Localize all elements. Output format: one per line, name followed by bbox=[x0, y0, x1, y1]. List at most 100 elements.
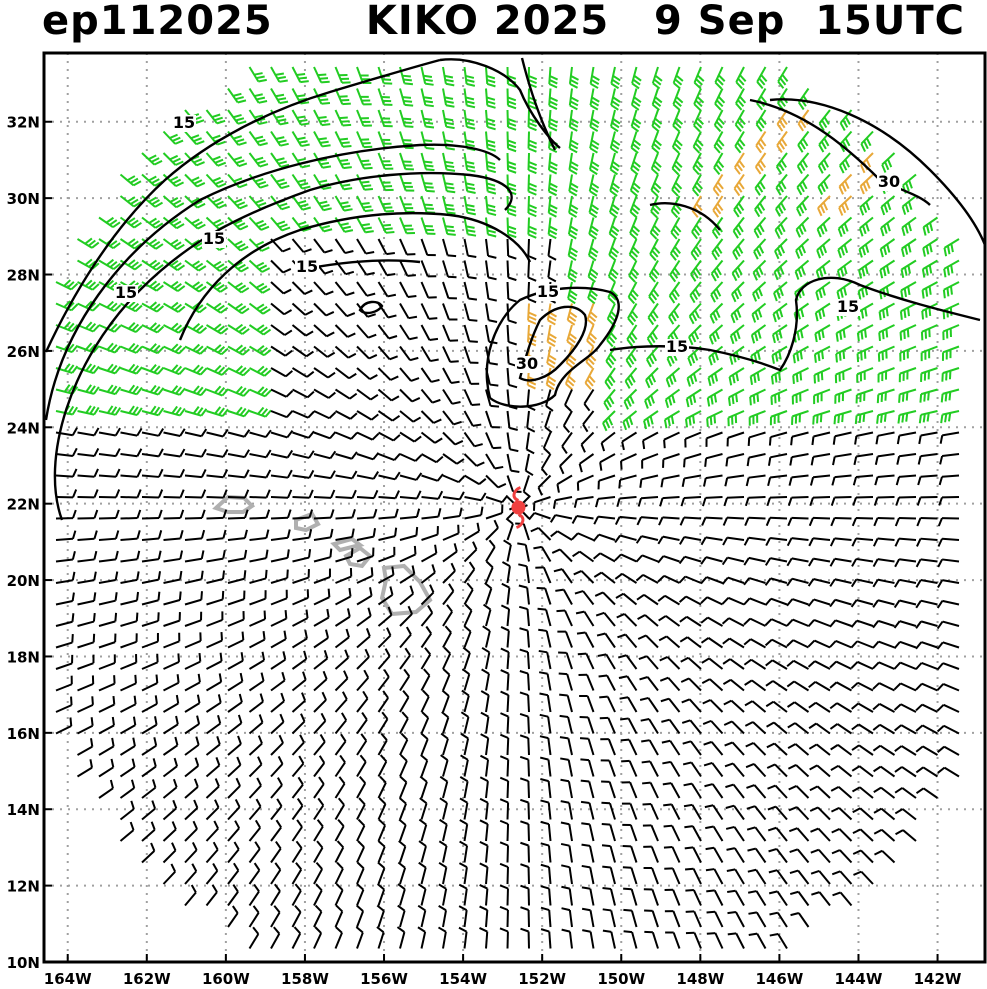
wind-barb bbox=[184, 537, 203, 541]
wind-barb bbox=[377, 697, 389, 713]
wind-barb-feather bbox=[361, 223, 370, 227]
wind-barb-feather bbox=[608, 275, 616, 283]
wind-barb-feather bbox=[759, 117, 767, 126]
wind-barb bbox=[815, 722, 831, 735]
wind-barb-feather bbox=[327, 371, 336, 379]
wind-barb-feather bbox=[712, 291, 719, 300]
wind-barb-feather bbox=[71, 571, 76, 581]
wind-barb-feather bbox=[569, 186, 578, 193]
wind-barb bbox=[604, 632, 616, 649]
wind-barb-feather bbox=[265, 429, 272, 438]
wind-barb-feather bbox=[304, 289, 313, 295]
wind-barb-feather bbox=[256, 303, 265, 310]
wind-barb bbox=[206, 598, 224, 606]
wind-barb-feather bbox=[365, 251, 375, 255]
wind-barb-feather bbox=[520, 798, 529, 804]
wind-barb-feather bbox=[303, 248, 312, 253]
wind-barb-feather bbox=[610, 332, 618, 341]
wind-barb-feather bbox=[376, 883, 385, 891]
wind-barb bbox=[731, 741, 745, 756]
wind-barb bbox=[506, 410, 511, 429]
wind-barb-feather bbox=[320, 140, 329, 144]
wind-barb bbox=[899, 661, 917, 670]
wind-barb-feather bbox=[237, 99, 247, 104]
wind-barb-feather bbox=[528, 143, 537, 149]
wind-barb-feather bbox=[329, 548, 333, 558]
wind-barb bbox=[205, 195, 220, 209]
wind-barb bbox=[881, 828, 896, 842]
wind-barb-feather bbox=[817, 352, 821, 362]
wind-barb-feather bbox=[318, 179, 328, 184]
wind-barb-feather bbox=[696, 117, 704, 125]
wind-barb bbox=[651, 889, 659, 906]
wind-barb bbox=[55, 704, 72, 713]
wind-barb-feather bbox=[786, 639, 794, 647]
wind-barb-feather bbox=[523, 490, 531, 498]
wind-barb-feather bbox=[937, 538, 943, 547]
wind-barb-feather bbox=[590, 203, 600, 211]
wind-barb bbox=[205, 216, 220, 230]
wind-barb-feather bbox=[91, 696, 94, 705]
wind-barb-feather bbox=[644, 400, 649, 409]
wind-barb bbox=[291, 826, 303, 842]
wind-barb bbox=[270, 890, 281, 907]
wind-barb-feather bbox=[668, 295, 676, 304]
wind-barb bbox=[750, 638, 766, 649]
wind-barb-feather bbox=[882, 309, 886, 319]
wind-barb-feather bbox=[630, 331, 638, 341]
wind-barb bbox=[712, 173, 724, 190]
wind-barb-feather bbox=[527, 298, 537, 304]
wind-barb-feather bbox=[481, 668, 490, 675]
wind-barb bbox=[584, 367, 595, 384]
wind-barb bbox=[755, 869, 767, 885]
wind-barb-feather bbox=[885, 328, 889, 338]
wind-barb bbox=[463, 673, 471, 691]
wind-barb bbox=[527, 823, 530, 842]
wind-barb-feather bbox=[904, 246, 909, 255]
wind-barb-feather bbox=[555, 588, 564, 592]
wind-barb bbox=[547, 174, 552, 192]
wind-barb-feather bbox=[362, 184, 372, 188]
wind-barb bbox=[377, 367, 392, 381]
wind-barb-feather bbox=[612, 139, 621, 146]
wind-barb-feather bbox=[302, 206, 311, 211]
wind-barb-feather bbox=[171, 364, 179, 372]
wind-barb-feather bbox=[259, 184, 269, 189]
wind-barb bbox=[141, 195, 156, 208]
wind-barb-feather bbox=[929, 222, 934, 232]
wind-barb-feather bbox=[214, 364, 222, 373]
wind-barb-feather bbox=[106, 363, 114, 372]
wind-barb bbox=[899, 410, 917, 416]
wind-barb-feather bbox=[755, 248, 762, 257]
wind-barb bbox=[334, 195, 345, 212]
wind-barb bbox=[291, 805, 304, 821]
wind-barb bbox=[796, 827, 810, 842]
wind-barb-feather bbox=[439, 775, 448, 783]
wind-barb bbox=[420, 345, 432, 362]
wind-barb-feather bbox=[548, 212, 557, 218]
wind-barb bbox=[834, 474, 852, 479]
wind-barb bbox=[776, 109, 788, 125]
wind-barb bbox=[879, 702, 895, 713]
wind-barb bbox=[858, 765, 874, 778]
wind-barb bbox=[837, 238, 853, 251]
wind-barb-feather bbox=[196, 694, 201, 704]
wind-barb-feather bbox=[860, 309, 865, 319]
wind-barb-feather bbox=[689, 294, 696, 304]
wind-barb-feather bbox=[887, 158, 893, 168]
wind-barb-feather bbox=[874, 476, 879, 486]
wind-barb-feather bbox=[156, 305, 165, 313]
wind-barb bbox=[420, 696, 430, 713]
wind-barb-feather bbox=[568, 190, 578, 197]
wind-barb bbox=[727, 556, 745, 563]
wind-barb-feather bbox=[696, 74, 705, 82]
wind-barb bbox=[377, 655, 391, 670]
wind-barb-feather bbox=[568, 250, 578, 258]
wind-barb bbox=[227, 722, 243, 735]
wind-barb-feather bbox=[851, 702, 859, 710]
wind-barb-feather bbox=[915, 579, 922, 588]
wind-barb bbox=[568, 174, 573, 192]
wind-barb bbox=[184, 195, 199, 209]
wind-barb-feather bbox=[279, 121, 289, 126]
wind-barb-feather bbox=[723, 720, 733, 726]
